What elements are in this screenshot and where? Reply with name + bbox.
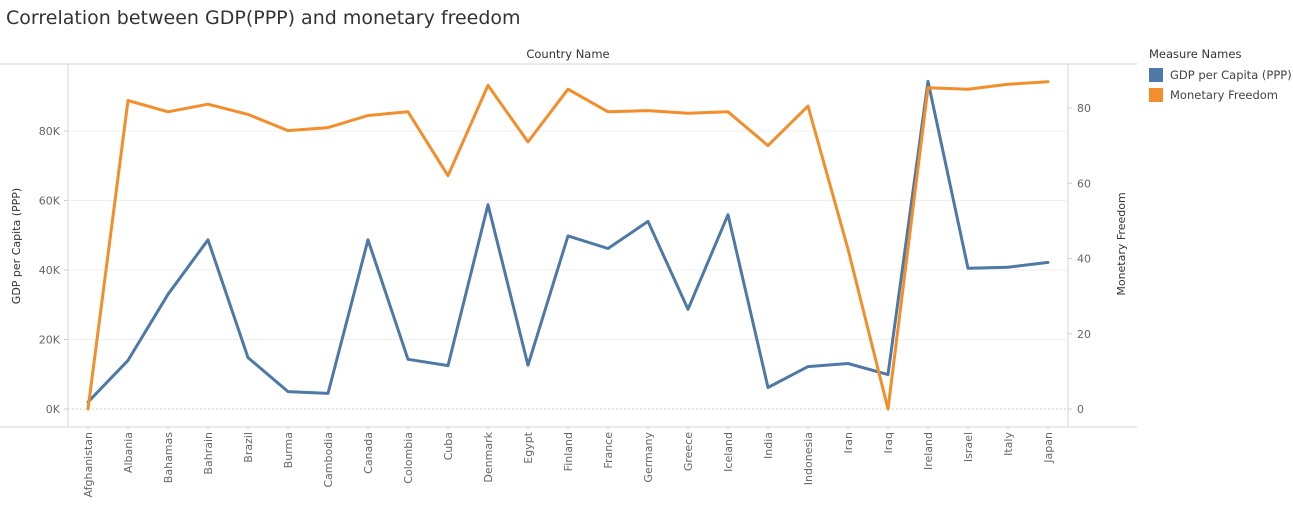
x-tick-label: Greece — [682, 432, 695, 471]
legend-item-monetary-freedom[interactable]: Monetary Freedom — [1149, 85, 1292, 105]
x-tick-label: Bahamas — [162, 432, 175, 483]
x-tick-label: Iceland — [722, 432, 735, 472]
legend-title: Measure Names — [1149, 47, 1242, 61]
x-tick-label: Bahrain — [202, 432, 215, 475]
right-tick-label: 40 — [1077, 253, 1091, 266]
legend: Measure Names GDP per Capita (PPP) Monet… — [1149, 47, 1292, 105]
x-tick-label: Cambodia — [322, 432, 335, 488]
x-tick-label: Iran — [842, 432, 855, 454]
chart-title: Correlation between GDP(PPP) and monetar… — [6, 7, 521, 29]
x-axis-title: Country Name — [526, 47, 609, 61]
x-tick-label: France — [602, 432, 615, 469]
x-tick-label: Japan — [1042, 432, 1055, 464]
series-line-monetary-freedom — [86, 80, 1050, 411]
legend-item-gdp[interactable]: GDP per Capita (PPP) — [1149, 65, 1292, 85]
right-axis-title: Monetary Freedom — [1115, 192, 1128, 295]
x-tick-label: Denmark — [482, 431, 495, 482]
left-tick-label: 80K — [39, 125, 61, 138]
x-tick-label: Brazil — [242, 432, 255, 463]
x-tick-label: Colombia — [402, 432, 415, 484]
right-tick-label: 20 — [1077, 328, 1091, 341]
right-tick-label: 0 — [1077, 403, 1084, 416]
left-axis-title: GDP per Capita (PPP) — [10, 188, 23, 304]
legend-label-gdp: GDP per Capita (PPP) — [1170, 68, 1292, 82]
x-tick-label: Canada — [362, 432, 375, 474]
left-tick-label: 0K — [46, 403, 61, 416]
left-tick-label: 20K — [39, 334, 61, 347]
legend-swatch-gdp — [1149, 68, 1163, 82]
x-tick-label: Afghanistan — [82, 432, 95, 498]
x-tick-label: Iraq — [882, 432, 895, 454]
x-tick-label: Indonesia — [802, 432, 815, 485]
x-tick-label: Egypt — [522, 431, 535, 463]
x-tick-label: Ireland — [922, 432, 935, 470]
x-tick-label: India — [762, 432, 775, 459]
right-tick-label: 60 — [1077, 177, 1091, 190]
right-tick-label: 80 — [1077, 102, 1091, 115]
x-tick-label: Albania — [122, 432, 135, 473]
x-tick-label: Burma — [282, 432, 295, 468]
series-line-gdp-per-capita-ppp — [86, 79, 1050, 404]
legend-label-monetary-freedom: Monetary Freedom — [1170, 88, 1279, 102]
left-tick-label: 40K — [39, 264, 61, 277]
left-tick-label: 60K — [39, 195, 61, 208]
legend-swatch-monetary-freedom — [1149, 88, 1163, 102]
x-tick-label: Germany — [642, 432, 655, 483]
x-tick-label: Cuba — [442, 432, 455, 460]
x-tick-label: Italy — [1002, 432, 1015, 456]
x-tick-label: Israel — [962, 432, 975, 462]
x-tick-label: Finland — [562, 432, 575, 471]
